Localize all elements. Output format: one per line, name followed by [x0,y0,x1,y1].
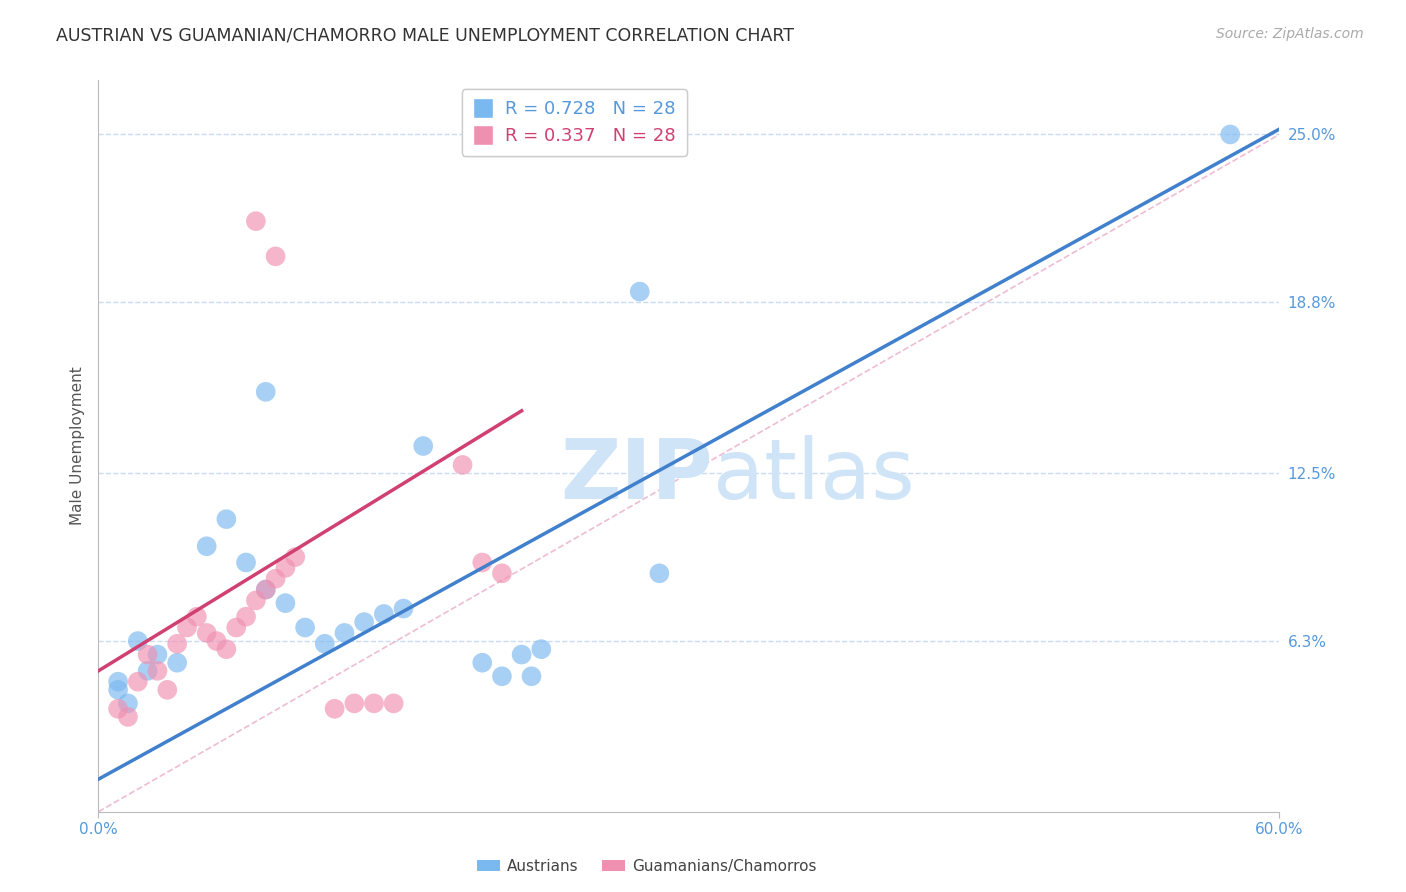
Point [176,620,198,634]
Point [254,384,277,399]
Point [353,615,375,629]
Point [451,458,474,472]
Point [235,609,257,624]
Point [471,556,494,570]
Point [343,697,366,711]
Text: atlas: atlas [713,434,914,516]
Point [274,561,297,575]
Point [225,620,247,634]
Point [146,648,169,662]
Point [136,648,159,662]
Point [392,601,415,615]
Point [245,593,267,607]
Point [215,642,238,657]
Point [274,596,297,610]
Point [264,249,287,263]
Point [314,637,336,651]
Point [373,607,395,621]
Point [491,566,513,581]
Text: ZIP: ZIP [560,434,713,516]
Legend: Austrians, Guamanians/Chamorros: Austrians, Guamanians/Chamorros [471,853,823,880]
Point [235,556,257,570]
Point [333,626,356,640]
Point [382,697,405,711]
Legend: R = 0.728   N = 28, R = 0.337   N = 28: R = 0.728 N = 28, R = 0.337 N = 28 [461,89,686,156]
Point [628,285,651,299]
Point [510,648,533,662]
Point [215,512,238,526]
Point [166,656,188,670]
Point [254,582,277,597]
Point [471,656,494,670]
Point [245,214,267,228]
Text: Source: ZipAtlas.com: Source: ZipAtlas.com [1216,27,1364,41]
Point [127,674,149,689]
Point [254,582,277,597]
Point [491,669,513,683]
Point [412,439,434,453]
Point [284,550,307,565]
Point [107,682,129,697]
Text: AUSTRIAN VS GUAMANIAN/CHAMORRO MALE UNEMPLOYMENT CORRELATION CHART: AUSTRIAN VS GUAMANIAN/CHAMORRO MALE UNEM… [56,27,794,45]
Point [107,702,129,716]
Point [1219,128,1241,142]
Point [294,620,316,634]
Point [205,634,228,648]
Y-axis label: Male Unemployment: Male Unemployment [69,367,84,525]
Point [146,664,169,678]
Point [127,634,149,648]
Point [530,642,553,657]
Point [107,674,129,689]
Point [136,664,159,678]
Point [166,637,188,651]
Point [363,697,385,711]
Point [195,539,218,553]
Point [648,566,671,581]
Point [117,697,139,711]
Point [117,710,139,724]
Point [323,702,346,716]
Point [195,626,218,640]
Point [186,609,208,624]
Point [156,682,179,697]
Point [520,669,543,683]
Point [264,572,287,586]
